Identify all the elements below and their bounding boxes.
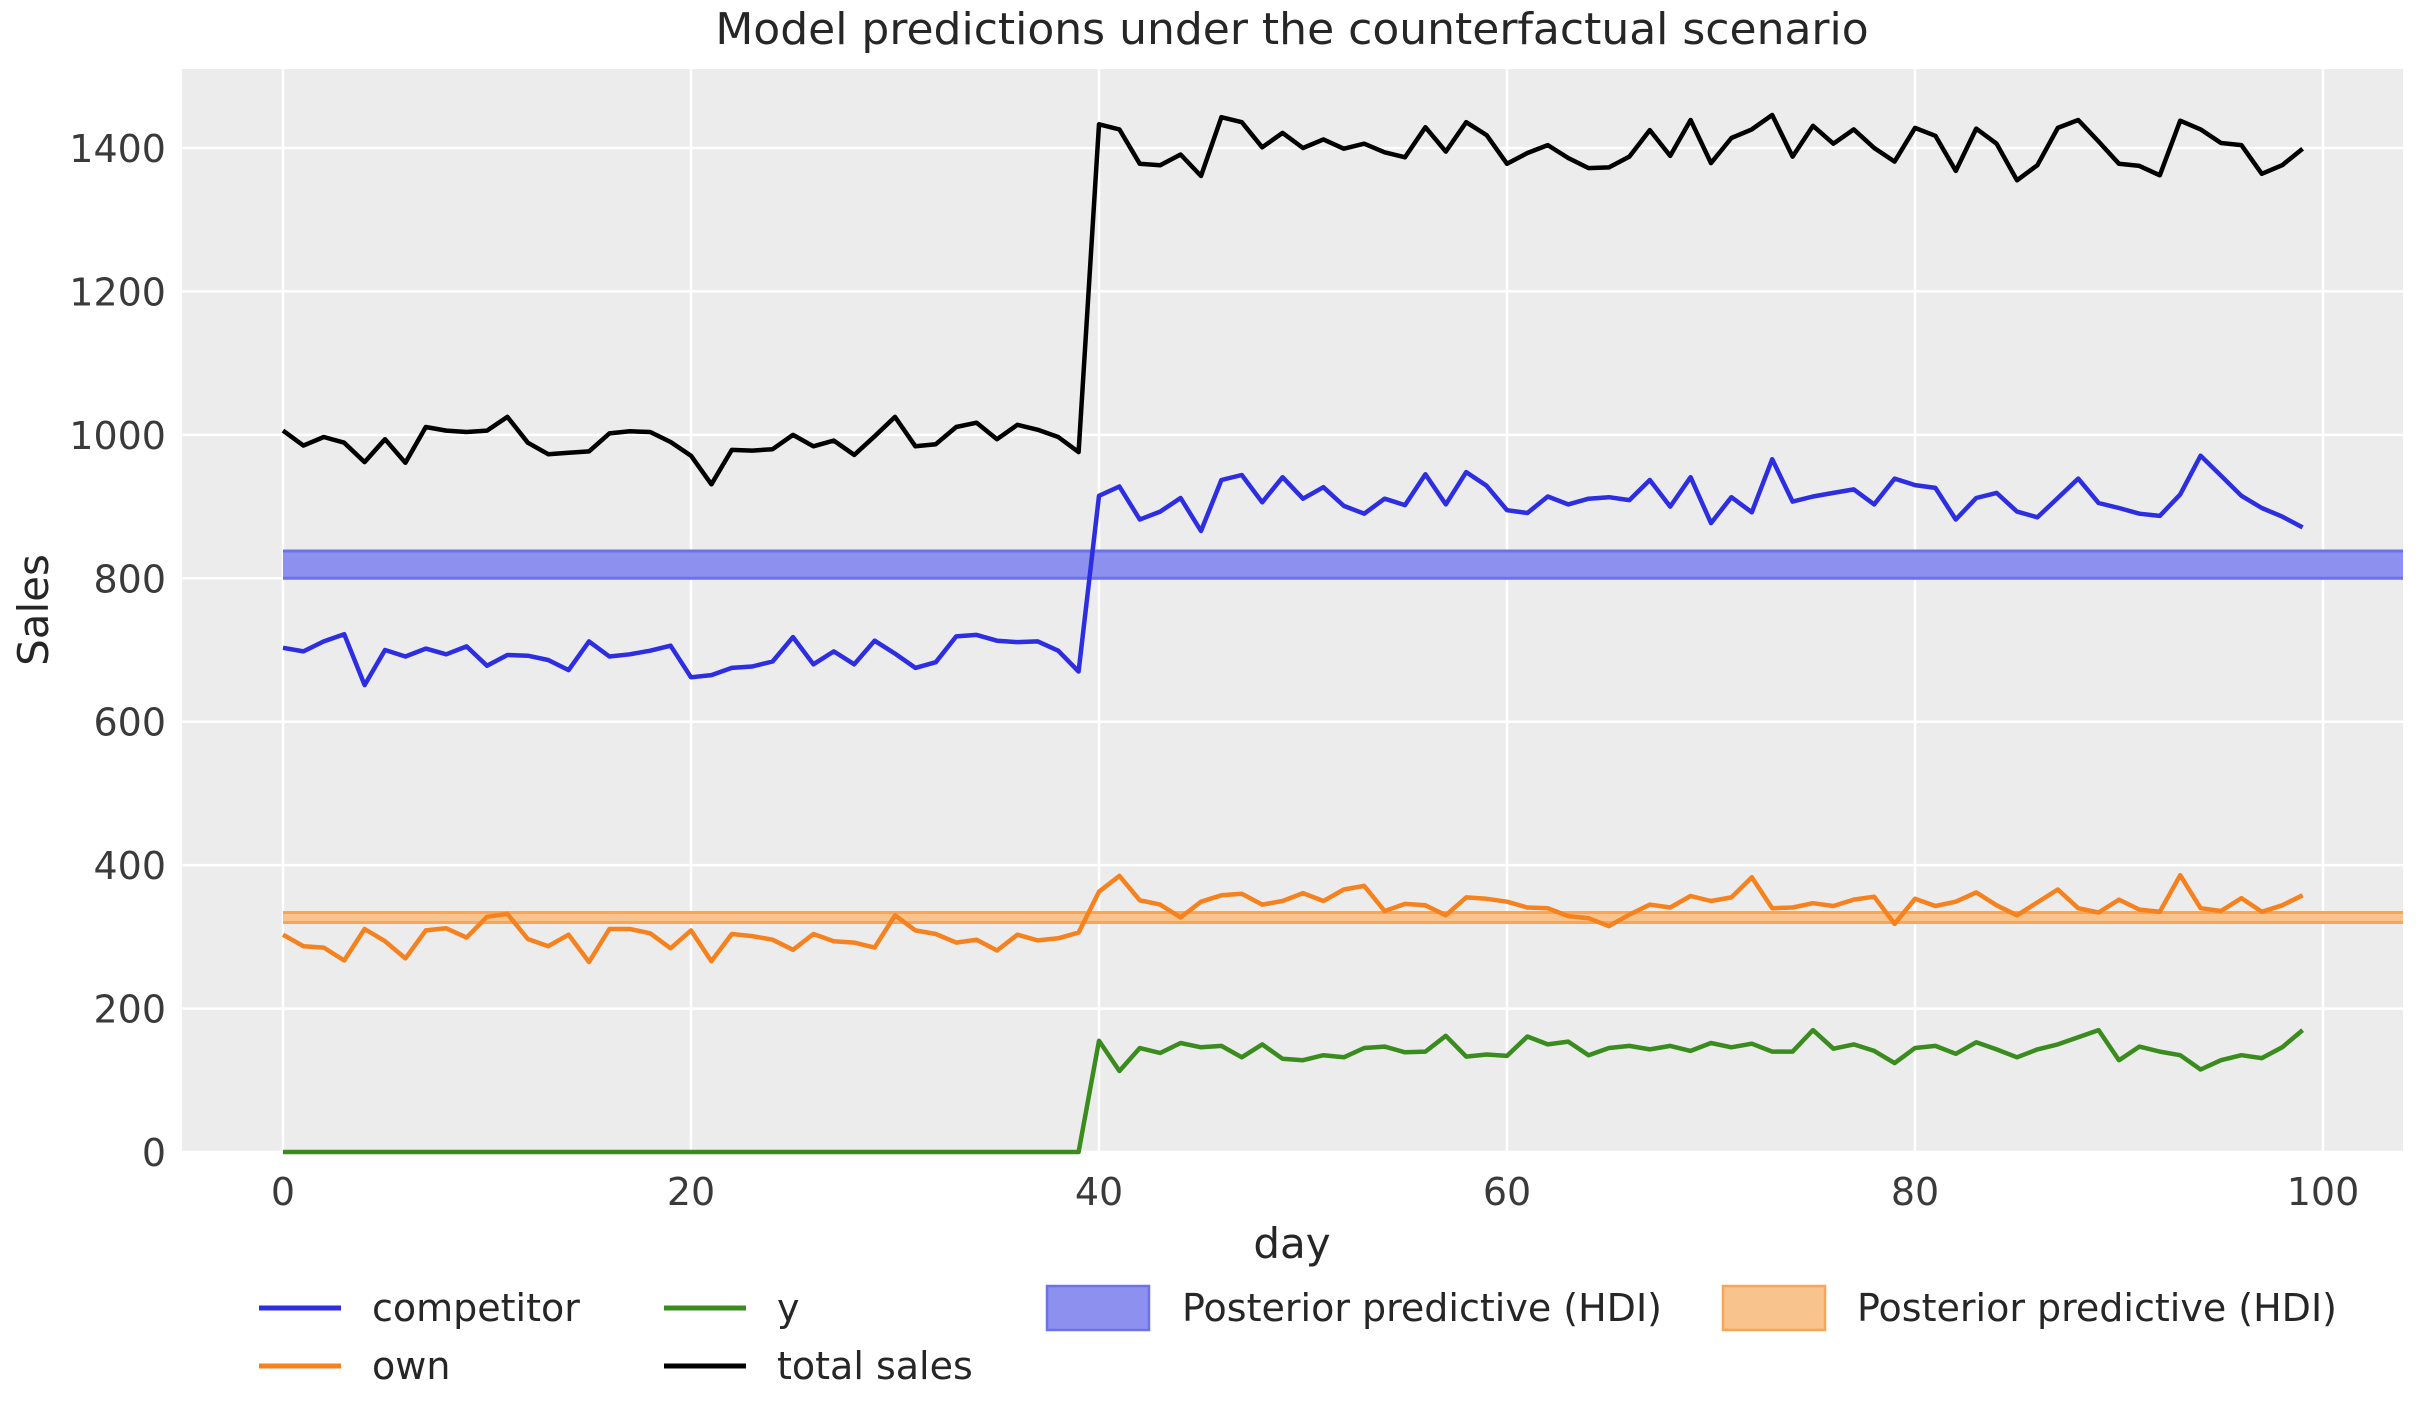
x-tick-20: 20 [667, 1170, 715, 1214]
hdi-bands [283, 549, 2403, 925]
series-lines [281, 112, 2305, 1155]
series-line-competitor [282, 453, 2304, 688]
series-line-y [283, 1027, 2305, 1155]
y-axis-label: Sales [9, 554, 58, 666]
y-tick-1000: 1000 [69, 414, 166, 458]
legend-patch-hdi-own [1721, 1284, 1827, 1332]
y-tick-600: 600 [93, 701, 166, 745]
x-axis-label: day [1253, 1219, 1330, 1268]
legend-label-own: own [372, 1344, 450, 1388]
legend-label-hdi-competitor: Posterior predictive (HDI) [1182, 1286, 1662, 1330]
y-tick-1200: 1200 [69, 270, 166, 314]
legend: competitor own y total sales Posterior p… [259, 1284, 2337, 1388]
y-tick-0: 0 [142, 1131, 166, 1175]
legend-patch-hdi-competitor [1045, 1284, 1151, 1332]
plot-background [182, 69, 2403, 1152]
series-line-total-sales [281, 112, 2305, 487]
legend-label-hdi-own: Posterior predictive (HDI) [1857, 1286, 2337, 1330]
hdi-band-own [283, 912, 2403, 923]
legend-label-y: y [777, 1286, 800, 1330]
y-tick-200: 200 [93, 988, 166, 1032]
y-tick-labels: 0 200 400 600 800 1000 1200 1400 [69, 127, 166, 1175]
chart-title: Model predictions under the counterfactu… [715, 4, 1868, 55]
y-tick-400: 400 [93, 844, 166, 888]
x-tick-60: 60 [1483, 1170, 1531, 1214]
x-tick-80: 80 [1891, 1170, 1939, 1214]
x-tick-40: 40 [1075, 1170, 1123, 1214]
x-tick-100: 100 [2287, 1170, 2360, 1214]
hdi-band-competitor [283, 551, 2403, 579]
y-tick-1400: 1400 [69, 127, 166, 171]
x-tick-labels: 0 20 40 60 80 100 [271, 1170, 2359, 1214]
x-tick-0: 0 [271, 1170, 295, 1214]
legend-label-total-sales: total sales [777, 1344, 973, 1388]
y-tick-800: 800 [93, 557, 166, 601]
series-line-own [281, 872, 2304, 965]
plot-area [182, 69, 2403, 1152]
legend-label-competitor: competitor [372, 1286, 580, 1330]
